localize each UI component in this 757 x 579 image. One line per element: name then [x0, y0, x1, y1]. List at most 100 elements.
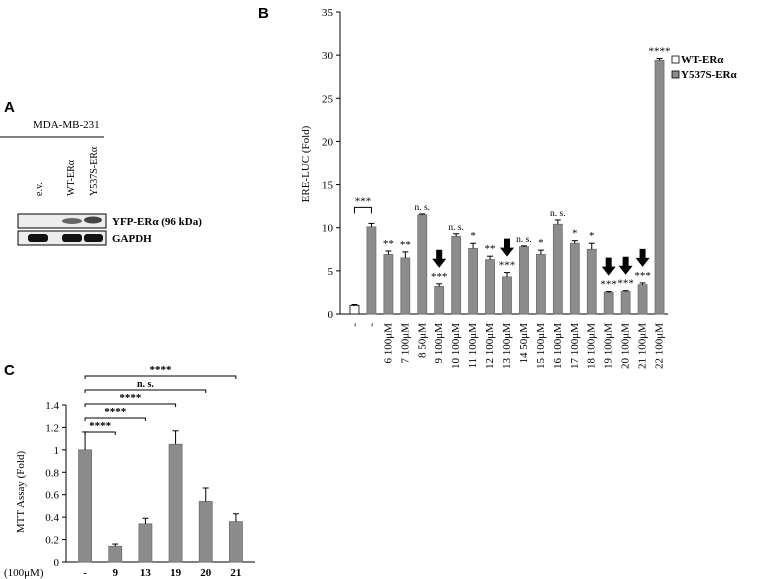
chart-b-arrow — [618, 256, 633, 275]
chart-c-x-tick-label: 13 — [140, 567, 152, 579]
chart-c-x-tick-label: 19 — [170, 567, 182, 579]
legend-swatch-wt — [671, 55, 680, 64]
chart-b-y-tick-label: 15 — [322, 180, 334, 192]
chart-b-significance: ** — [383, 238, 394, 250]
chart-b-bar — [502, 276, 512, 315]
chart-c-y-tick-label: 0.2 — [45, 535, 59, 547]
chart-c-bracket — [84, 403, 177, 407]
chart-b-x-tick-label: 16 100μM — [552, 323, 564, 369]
chart-c-bracket-label: n. s. — [137, 379, 154, 390]
chart-b-y-tick-label: 20 — [322, 136, 334, 148]
chart-c-bar — [168, 443, 183, 563]
chart-b-bar — [586, 248, 597, 315]
chart-b-arrow — [500, 238, 514, 257]
chart-b-significance: n. s. — [516, 235, 532, 245]
panel-b-label: B — [258, 5, 269, 22]
chart-b-bar — [417, 214, 428, 315]
chart-c-y-tick-label: 0.8 — [45, 467, 59, 479]
chart-c-y-tick-label: 0.6 — [45, 490, 59, 502]
chart-b-x-tick-label: 20 100μM — [620, 323, 632, 369]
chart-b-bar — [434, 285, 445, 315]
chart-c-x-tick-label: 9 — [113, 567, 119, 579]
chart-b-bar — [620, 291, 631, 315]
chart-b-significance: n. s. — [448, 223, 464, 233]
chart-b-bar — [400, 257, 411, 315]
legend-swatch-y537s — [671, 70, 680, 79]
chart-c-bracket-label: **** — [104, 406, 127, 418]
panel-c-label: C — [4, 362, 15, 379]
band-yfp-wt — [62, 218, 82, 224]
chart-c-bracket — [84, 417, 146, 421]
chart-c-y-tick-label: 0.4 — [45, 512, 59, 524]
chart-c-y-tick-label: 1 — [54, 445, 60, 457]
chart-b-x-tick-label: 19 100μM — [603, 323, 615, 369]
chart-b-bar — [349, 304, 360, 315]
lane-label-y537s: Y537S-ERα — [89, 146, 100, 196]
chart-b-x-tick-label: 11 100μM — [467, 323, 479, 369]
chart-b-bar — [485, 259, 495, 315]
chart-c: MTT Assay (Fold) (100μM) 0 0.2 0.4 0.6 0.8 1 1… — [4, 364, 255, 579]
chart-b-x-tick-label: 9 100μM — [433, 323, 445, 364]
cell-line-label: MDA-MB-231 — [33, 119, 100, 131]
chart-c-bracket — [84, 375, 237, 379]
chart-c-bar — [78, 449, 92, 563]
chart-b-significance: ** — [485, 243, 496, 255]
lane-label-wt: WT-ERα — [66, 159, 77, 196]
chart-c-bracket — [84, 389, 207, 393]
chart-c-bar — [108, 545, 123, 563]
chart-b-bar — [451, 235, 462, 315]
chart-c-y-tick-label: 1.2 — [45, 422, 59, 434]
chart-b-y-tick-label: 35 — [322, 7, 334, 19]
chart-b-bar — [383, 254, 394, 315]
chart-c-y-tick-label: 0 — [54, 557, 60, 569]
chart-b-significance: n. s. — [550, 209, 566, 219]
chart-c-x-tick-label: 20 — [200, 567, 212, 579]
chart-b-bar — [535, 254, 546, 315]
chart-b-bar — [569, 242, 580, 315]
chart-b-y-tick-label: 10 — [322, 223, 334, 235]
chart-b-significance: * — [572, 228, 578, 240]
chart-b-x-tick-label: 17 100μM — [569, 323, 581, 369]
chart-b-significance: *** — [431, 271, 448, 283]
chart-b-arrow — [635, 248, 650, 267]
chart-b-x-tick-label: 10 100μM — [450, 323, 462, 369]
chart-b-x-tick-label: 22 100μM — [654, 323, 666, 369]
chart-b-bar — [603, 292, 614, 315]
chart-c-x-tick-label: - — [83, 567, 87, 579]
chart-b-bar — [468, 248, 479, 315]
chart-b-significance: * — [589, 230, 595, 242]
chart-c-bracket — [84, 431, 116, 435]
chart-c-xlabel: (100μM) — [4, 567, 44, 579]
chart-b-ylabel: ERE-LUC (Fold) — [300, 125, 312, 202]
chart-b-x-tick-label: 13 100μM — [501, 323, 513, 369]
chart-b-arrow — [432, 249, 447, 268]
chart-b-y-tick-label: 0 — [328, 309, 334, 321]
chart-b-x-tick-label: 12 100μM — [484, 323, 496, 369]
chart-b-x-tick-label: 18 100μM — [586, 323, 598, 369]
chart-b-significance: *** — [499, 260, 516, 272]
chart-b-x-tick-label: 14 50μM — [518, 323, 530, 364]
chart-b-y-tick-label: 25 — [322, 93, 334, 105]
legend-label-y537s: Y537S-ERα — [681, 69, 738, 81]
chart-b-y-tick-label: 30 — [322, 50, 334, 62]
chart-b-significance: *** — [634, 270, 651, 282]
chart-b-significance: ** — [400, 239, 411, 251]
lane-label-ev: e.v. — [34, 182, 45, 196]
chart-b-x-tick-label: - — [348, 323, 360, 327]
chart-c-ylabel: MTT Assay (Fold) — [15, 451, 27, 534]
band-gapdh-y537s — [84, 234, 103, 242]
chart-c-bar — [198, 501, 213, 563]
chart-b-x-tick-label: 8 50μM — [416, 323, 428, 358]
chart-b-y-tick-label: 5 — [328, 266, 334, 278]
chart-c-bar — [138, 523, 153, 563]
chart-b-bar — [552, 223, 563, 315]
chart-b-x-tick-label: 15 100μM — [535, 323, 547, 369]
chart-c-bracket-label: **** — [89, 420, 112, 432]
chart-b-x-tick-label: 7 100μM — [399, 323, 411, 364]
chart-b-x-tick-label: - — [365, 323, 377, 327]
chart-b-bracket-label: *** — [355, 195, 372, 207]
chart-b-significance: * — [470, 230, 476, 242]
band-yfp-y537s — [84, 216, 102, 224]
panel-a-label: A — [4, 99, 15, 116]
chart-b-x-tick-label: 6 100μM — [382, 323, 394, 364]
